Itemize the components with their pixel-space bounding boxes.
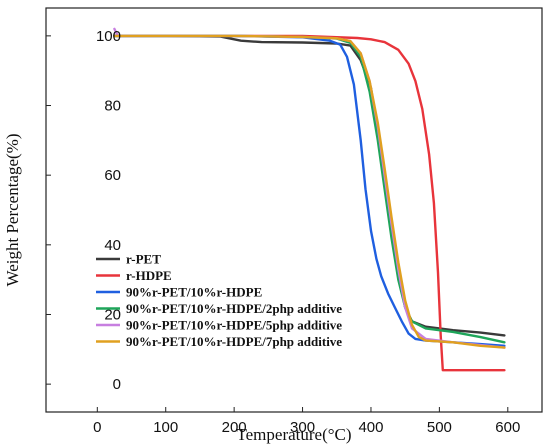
- plot-frame: [45, 7, 543, 413]
- series-line-5: [113, 27, 506, 349]
- legend-label: 90%r-PET/10%r-HDPE: [126, 285, 262, 300]
- y-tick-label: 80: [104, 98, 121, 115]
- legend-label: r-PET: [126, 252, 161, 267]
- x-tick-label: 0: [93, 419, 101, 436]
- y-tick-label: 0: [113, 376, 121, 393]
- legend: r-PETr-HDPE90%r-PET/10%r-HDPE90%r-PET/10…: [96, 252, 342, 349]
- series-layer: [113, 27, 506, 372]
- x-tick-label: 400: [358, 419, 383, 436]
- legend-label: 90%r-PET/10%r-HDPE/7php additive: [126, 334, 342, 349]
- y-tick-label: 100: [96, 28, 121, 45]
- legend-label: r-HDPE: [126, 268, 172, 283]
- legend-label: 90%r-PET/10%r-HDPE/2php additive: [126, 301, 342, 316]
- y-axis-title: Weight Percentage(%): [3, 134, 22, 287]
- x-tick-label: 200: [222, 419, 247, 436]
- y-tick-label: 20: [104, 306, 121, 323]
- legend-label: 90%r-PET/10%r-HDPE/5php additive: [126, 318, 342, 333]
- ticks-layer: 0 100 200 300 400 500 600 0 20 40 60 80 100: [46, 28, 520, 436]
- y-tick-label: 60: [104, 167, 121, 184]
- series-line-3: [113, 34, 506, 347]
- x-tick-label: 600: [495, 419, 520, 436]
- y-tick-label: 40: [104, 237, 121, 254]
- x-axis-title: Temperature(°C): [236, 425, 351, 444]
- series-line-6: [113, 34, 506, 349]
- x-tick-label: 300: [290, 419, 315, 436]
- x-tick-label: 100: [153, 419, 178, 436]
- x-tick-label: 500: [427, 419, 452, 436]
